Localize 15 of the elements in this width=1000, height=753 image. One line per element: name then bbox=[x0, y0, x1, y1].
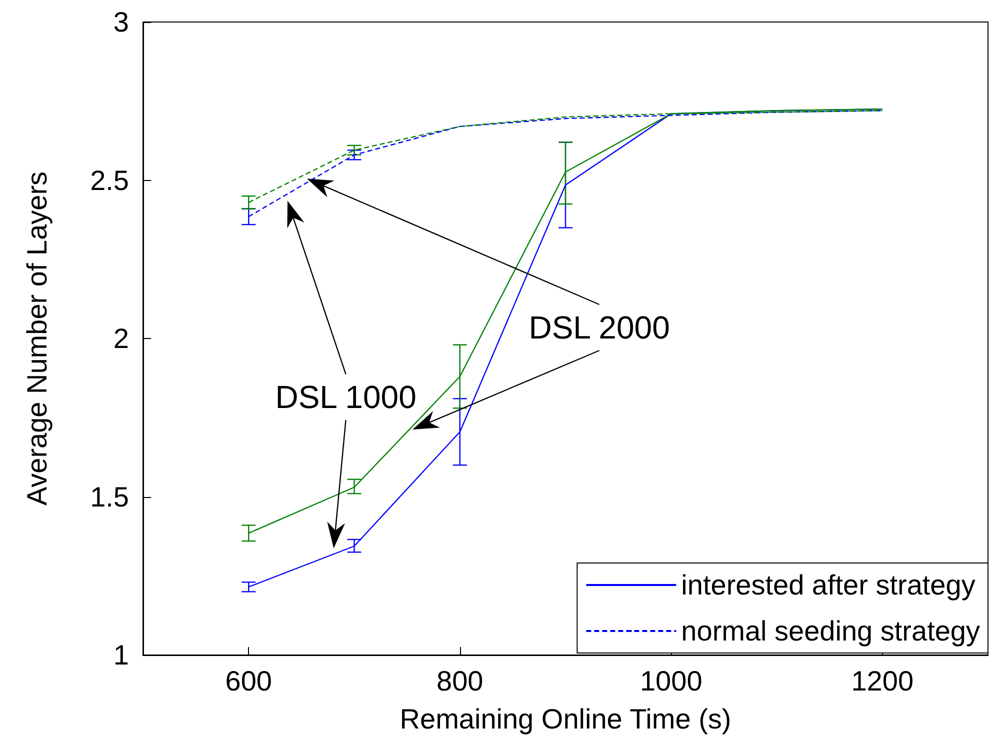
x-tick-label: 800 bbox=[436, 666, 484, 696]
y-axis-title: Average Number of Layers bbox=[22, 171, 52, 506]
y-tick-label: 2 bbox=[113, 323, 129, 354]
y-tick-label: 2.5 bbox=[90, 164, 129, 196]
legend-label: normal seeding strategy bbox=[681, 616, 980, 646]
annotation: DSL 1000 bbox=[275, 379, 416, 416]
x-tick-label: 600 bbox=[225, 666, 272, 696]
x-tick-label: 1200 bbox=[851, 666, 914, 696]
y-tick-label: 1.5 bbox=[90, 481, 129, 512]
annotation: DSL 2000 bbox=[528, 310, 670, 346]
legend-label: interested after strategy bbox=[681, 570, 976, 600]
x-axis-title: Remaining Online Time (s) bbox=[400, 704, 732, 734]
x-tick-label: 1000 bbox=[640, 666, 702, 696]
y-tick-label: 1 bbox=[113, 640, 129, 670]
y-tick-label: 3 bbox=[113, 6, 129, 38]
